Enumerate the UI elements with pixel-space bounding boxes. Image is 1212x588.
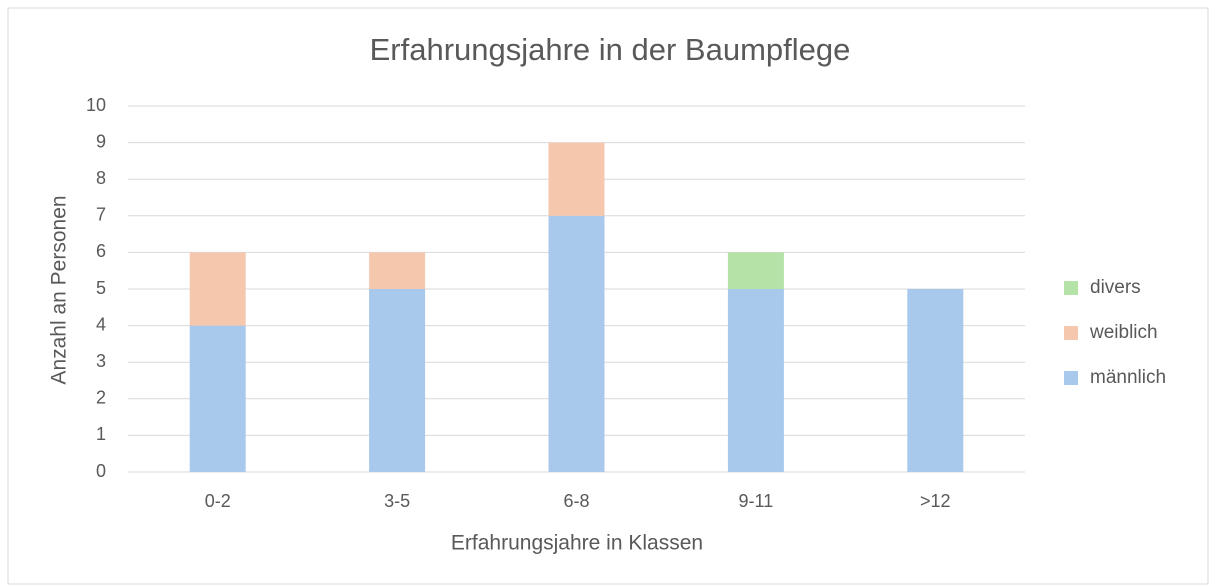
x-tick-label: 3-5 bbox=[384, 491, 410, 511]
y-tick-label: 0 bbox=[96, 461, 106, 481]
bar-segment bbox=[369, 289, 426, 472]
bar-segment bbox=[189, 252, 246, 326]
chart-title: Erfahrungsjahre in der Baumpflege bbox=[370, 32, 851, 67]
chart-border bbox=[7, 7, 1209, 585]
legend-swatch bbox=[1064, 281, 1078, 295]
y-tick-label: 4 bbox=[96, 314, 106, 334]
legend-label: männlich bbox=[1090, 367, 1166, 388]
y-tick-label: 9 bbox=[96, 131, 106, 151]
x-tick-label: 9-11 bbox=[739, 491, 774, 511]
y-tick-label: 10 bbox=[86, 95, 106, 115]
legend-label: weiblich bbox=[1089, 322, 1158, 343]
bar-segment bbox=[727, 252, 784, 289]
legend-swatch bbox=[1064, 371, 1078, 385]
y-tick-label: 2 bbox=[96, 388, 106, 408]
y-tick-label: 5 bbox=[96, 278, 106, 298]
bar-segment bbox=[189, 325, 246, 472]
legend-swatch bbox=[1064, 326, 1078, 340]
y-tick-label: 1 bbox=[96, 424, 106, 444]
y-tick-label: 6 bbox=[96, 241, 106, 261]
bar-segment bbox=[369, 252, 426, 289]
x-tick-label: 6-8 bbox=[563, 491, 589, 511]
y-tick-label: 3 bbox=[96, 351, 106, 371]
bar-segment bbox=[548, 142, 605, 216]
y-axis-label: Anzahl an Personen bbox=[48, 195, 71, 384]
y-tick-label: 8 bbox=[96, 168, 106, 188]
x-tick-label: >12 bbox=[920, 491, 951, 511]
bar-segment bbox=[548, 215, 605, 473]
bar-segment bbox=[727, 289, 784, 472]
y-tick-label: 7 bbox=[96, 205, 106, 225]
x-axis-label: Erfahrungsjahre in Klassen bbox=[451, 532, 703, 555]
x-tick-label: 0-2 bbox=[205, 491, 231, 511]
legend-label: divers bbox=[1090, 277, 1141, 298]
bar-segment bbox=[907, 289, 964, 472]
